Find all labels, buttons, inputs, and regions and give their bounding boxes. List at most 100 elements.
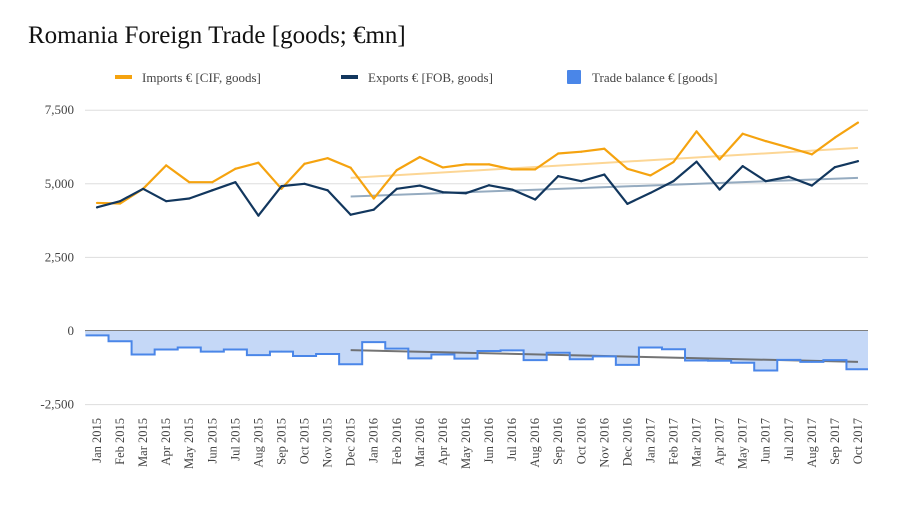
- imports-point: [810, 153, 813, 156]
- exports-point: [741, 165, 744, 168]
- exports-point: [856, 160, 860, 163]
- trendline: [350, 146, 859, 179]
- x-tick-label: Jan 2016: [367, 418, 381, 463]
- x-tick-label: Jul 2016: [505, 418, 519, 461]
- trade-balance-point: [488, 350, 490, 352]
- exports-point: [580, 180, 583, 183]
- x-tick-label: Aug 2017: [805, 418, 819, 468]
- x-tick-label: Jul 2015: [228, 418, 242, 461]
- x-tick-label: Jun 2017: [759, 418, 773, 464]
- trade-balance-point: [442, 353, 444, 356]
- imports-point: [464, 163, 468, 166]
- exports-point: [165, 200, 168, 203]
- trade-balance-point: [534, 359, 536, 361]
- imports-point: [787, 146, 790, 149]
- exports-point: [395, 187, 398, 190]
- imports-point: [487, 163, 491, 166]
- imports-point: [741, 132, 744, 135]
- exports-point: [510, 188, 514, 191]
- trade-balance-point: [303, 355, 306, 357]
- y-tick-label: 5,000: [45, 176, 74, 191]
- x-tick-label: Oct 2016: [574, 418, 588, 464]
- legend-exports: Exports € [FOB, goods]: [341, 70, 493, 85]
- imports-point: [257, 161, 260, 164]
- x-tick-label: Sep 2015: [274, 418, 288, 465]
- trade-balance-point: [280, 350, 283, 353]
- x-tick-label: Apr 2017: [713, 418, 727, 466]
- imports-point: [626, 167, 629, 170]
- imports-point: [856, 121, 860, 124]
- trade-balance-point: [695, 359, 698, 362]
- imports-point: [303, 162, 306, 165]
- imports-point: [510, 168, 514, 171]
- trade-balance-point: [741, 361, 744, 364]
- legend-label: Exports € [FOB, goods]: [368, 70, 493, 85]
- exports-point: [534, 198, 537, 201]
- imports-point: [372, 197, 375, 200]
- exports-point: [349, 213, 352, 216]
- trade-balance-point: [234, 348, 237, 351]
- trade-balance-point: [511, 349, 513, 352]
- x-tick-label: Sep 2016: [551, 418, 565, 465]
- imports-point: [649, 174, 652, 177]
- trade-balance-point: [672, 348, 675, 351]
- imports-point: [188, 181, 191, 184]
- exports-point: [188, 197, 191, 200]
- imports-point: [234, 167, 237, 170]
- exports-point: [95, 206, 99, 209]
- legend-trade-balance: Trade balance € [goods]: [567, 70, 718, 85]
- exports-line: [96, 160, 859, 217]
- x-tick-label: Jan 2015: [90, 418, 104, 463]
- trendline: [350, 176, 859, 198]
- exports-point: [833, 166, 837, 169]
- legend-swatch: [115, 75, 132, 79]
- trade-balance-point: [96, 334, 98, 337]
- imports-point: [672, 160, 675, 164]
- x-tick-label: Aug 2016: [528, 418, 542, 468]
- imports-line: [96, 121, 859, 205]
- x-tick-label: Jul 2017: [782, 418, 796, 461]
- x-tick-label: Feb 2015: [113, 418, 127, 465]
- x-tick-label: Oct 2015: [298, 418, 312, 464]
- y-tick-label: 2,500: [45, 249, 74, 264]
- trade-balance-point: [419, 357, 421, 360]
- trade-balance-point: [349, 363, 352, 366]
- imports-point: [441, 166, 444, 169]
- legend-swatch: [341, 75, 358, 79]
- trade-balance-point: [626, 364, 629, 366]
- trade-balance-point: [649, 346, 652, 349]
- exports-point: [234, 181, 237, 184]
- x-tick-label: Feb 2017: [667, 418, 681, 465]
- imports-point: [580, 150, 583, 153]
- x-tick-label: Sep 2017: [828, 418, 842, 465]
- exports-point: [764, 180, 767, 183]
- legend-label: Imports € [CIF, goods]: [142, 70, 261, 85]
- imports-point: [557, 152, 560, 155]
- x-tick-label: Nov 2015: [321, 418, 335, 468]
- exports-point: [487, 184, 491, 187]
- imports-point: [118, 202, 122, 205]
- x-tick-label: Dec 2015: [344, 418, 358, 466]
- exports-point: [626, 202, 629, 205]
- imports-point: [603, 147, 606, 150]
- exports-point: [649, 191, 652, 195]
- legend-imports: Imports € [CIF, goods]: [115, 70, 261, 85]
- y-tick-label: -2,500: [40, 397, 74, 412]
- trade-balance-point: [142, 353, 144, 356]
- exports-point: [211, 189, 214, 192]
- exports-point: [418, 184, 421, 187]
- x-tick-label: Dec 2016: [620, 418, 634, 466]
- imports-point: [764, 140, 767, 143]
- exports-point: [672, 180, 675, 183]
- y-tick-label: 7,500: [45, 102, 74, 117]
- trade-balance-point: [857, 368, 859, 371]
- imports-point: [418, 155, 421, 159]
- x-tick-label: Oct 2017: [851, 418, 865, 464]
- imports-point: [95, 201, 99, 205]
- trade-balance-point: [165, 348, 167, 351]
- exports-point: [695, 160, 698, 163]
- exports-point: [326, 189, 329, 192]
- x-tick-label: Apr 2016: [436, 418, 450, 466]
- x-tick-label: Apr 2015: [159, 418, 173, 466]
- exports-point: [303, 182, 306, 185]
